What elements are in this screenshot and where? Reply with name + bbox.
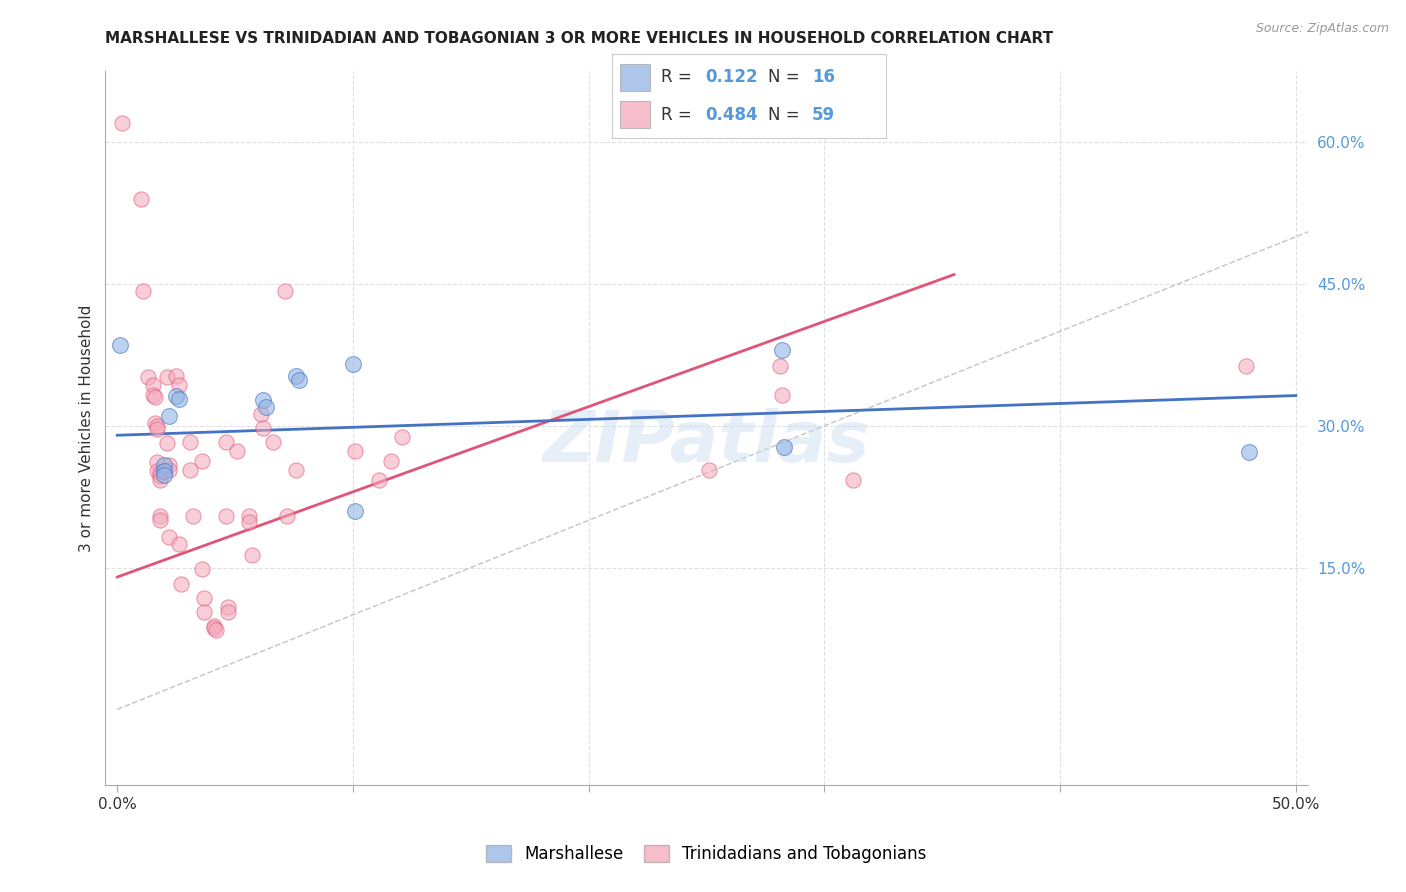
Point — [157, 530, 180, 544]
Point — [770, 343, 793, 358]
Point — [238, 508, 260, 523]
Point — [205, 623, 228, 637]
Point — [250, 407, 273, 421]
Point — [167, 392, 190, 407]
Point — [273, 284, 295, 298]
Point — [697, 463, 720, 477]
Point — [191, 562, 214, 576]
Point — [217, 600, 239, 615]
Point — [262, 434, 284, 449]
Text: N =: N = — [768, 105, 804, 123]
Point — [143, 416, 166, 430]
Point — [202, 621, 225, 635]
Point — [344, 444, 367, 458]
Point — [285, 463, 308, 477]
Point — [217, 605, 239, 619]
Point — [770, 387, 793, 401]
Point — [179, 434, 201, 449]
Text: N =: N = — [768, 69, 804, 87]
Point — [157, 458, 180, 473]
Point — [768, 359, 790, 374]
Point — [226, 444, 249, 458]
Point — [342, 357, 364, 371]
Point — [181, 508, 204, 523]
Point — [1234, 359, 1257, 374]
Point — [285, 368, 308, 383]
Point — [142, 387, 165, 401]
FancyBboxPatch shape — [620, 63, 650, 91]
Legend: Marshallese, Trinidadians and Tobagonians: Marshallese, Trinidadians and Tobagonian… — [479, 838, 934, 870]
Point — [143, 391, 166, 405]
Point — [153, 458, 176, 473]
Point — [157, 409, 180, 424]
Point — [156, 369, 179, 384]
Point — [146, 418, 169, 433]
Point — [214, 434, 236, 449]
Point — [149, 466, 172, 480]
Point — [153, 467, 176, 482]
Point — [165, 368, 187, 383]
Y-axis label: 3 or more Vehicles in Household: 3 or more Vehicles in Household — [79, 304, 94, 552]
Point — [1237, 445, 1260, 459]
Text: 0.122: 0.122 — [704, 69, 758, 87]
Point — [367, 473, 389, 487]
Point — [149, 473, 172, 487]
Point — [132, 284, 155, 298]
Point — [129, 192, 152, 206]
Text: R =: R = — [661, 105, 697, 123]
Point — [149, 469, 172, 483]
Point — [254, 400, 277, 414]
Text: Source: ZipAtlas.com: Source: ZipAtlas.com — [1256, 22, 1389, 36]
Point — [214, 508, 236, 523]
Point — [252, 393, 274, 408]
Point — [142, 378, 165, 392]
Point — [191, 454, 214, 468]
Text: 59: 59 — [811, 105, 835, 123]
Point — [276, 508, 298, 523]
Text: 0.484: 0.484 — [704, 105, 758, 123]
Point — [170, 576, 193, 591]
Point — [344, 504, 367, 518]
Point — [179, 463, 201, 477]
Point — [202, 619, 225, 633]
Point — [240, 549, 263, 563]
Point — [773, 440, 796, 454]
Point — [238, 515, 260, 529]
Text: R =: R = — [661, 69, 697, 87]
Text: ZIPatlas: ZIPatlas — [543, 408, 870, 477]
Point — [149, 513, 172, 527]
Point — [167, 537, 190, 551]
Point — [153, 464, 176, 478]
Point — [108, 338, 131, 352]
Point — [841, 473, 863, 487]
Point — [157, 463, 180, 477]
Point — [111, 116, 134, 130]
Point — [193, 605, 215, 619]
Point — [146, 455, 169, 469]
Point — [193, 591, 215, 605]
Point — [136, 369, 159, 384]
Point — [287, 373, 309, 387]
Point — [156, 435, 179, 450]
FancyBboxPatch shape — [620, 101, 650, 128]
Point — [149, 508, 172, 523]
Point — [165, 388, 187, 402]
Point — [252, 420, 274, 434]
Point — [146, 464, 169, 478]
Point — [380, 454, 402, 468]
Point — [167, 378, 190, 392]
Text: MARSHALLESE VS TRINIDADIAN AND TOBAGONIAN 3 OR MORE VEHICLES IN HOUSEHOLD CORREL: MARSHALLESE VS TRINIDADIAN AND TOBAGONIA… — [105, 31, 1053, 46]
Text: 16: 16 — [811, 69, 835, 87]
Point — [146, 422, 169, 436]
Point — [391, 430, 413, 444]
